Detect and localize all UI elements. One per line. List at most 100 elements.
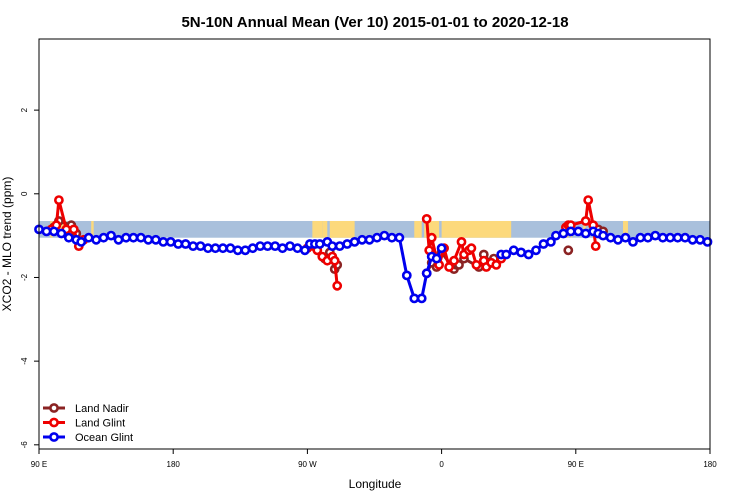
land-band-segment — [414, 220, 422, 238]
data-point — [143, 234, 154, 245]
data-point — [106, 230, 116, 241]
data-point — [563, 245, 574, 256]
data-point — [165, 236, 176, 247]
x-tick-label: 180 — [703, 460, 717, 469]
data-point — [54, 195, 64, 205]
y-tick-label: 2 — [20, 107, 29, 112]
data-point — [620, 232, 631, 243]
x-axis-label: Longitude — [349, 477, 402, 491]
data-point — [546, 236, 556, 247]
data-point — [613, 234, 623, 245]
land-band-segment — [322, 220, 328, 238]
data-point — [113, 234, 124, 245]
data-point — [56, 228, 67, 239]
ocean-band — [39, 220, 710, 238]
data-point — [491, 259, 502, 270]
data-point — [232, 245, 243, 256]
data-point — [650, 230, 661, 241]
land-band-segment — [91, 220, 94, 238]
legend-marker — [49, 403, 59, 413]
data-point — [83, 232, 94, 243]
data-point — [635, 232, 646, 243]
data-point — [386, 232, 397, 243]
data-point — [580, 216, 591, 226]
y-tick-label: -2 — [20, 273, 29, 281]
data-point — [583, 195, 594, 205]
data-point — [580, 228, 591, 239]
data-point — [665, 232, 676, 243]
land-band-segment — [312, 220, 323, 238]
legend-label: Ocean Glint — [75, 432, 133, 444]
legend-item: Land Nadir — [43, 403, 129, 415]
data-point — [598, 230, 608, 241]
legend: Land Nadir Land Glint Ocean Glint — [43, 403, 133, 444]
data-point — [431, 253, 442, 264]
data-point — [128, 232, 139, 243]
x-tick-label: 0 — [439, 460, 444, 469]
series-ocean-glint — [34, 224, 713, 304]
data-point — [456, 236, 467, 247]
data-point — [421, 268, 432, 279]
data-point — [426, 232, 437, 243]
land-band-segment — [329, 220, 355, 238]
data-point — [531, 245, 541, 256]
data-point — [394, 232, 405, 243]
chart-title: 5N-10N Annual Mean (Ver 10) 2015-01-01 t… — [181, 14, 568, 31]
data-point — [687, 234, 698, 245]
data-point — [364, 234, 375, 245]
data-point — [262, 241, 273, 251]
data-point — [551, 230, 561, 241]
x-axis: 90 E 180 90 W 0 90 E 180 — [31, 449, 717, 469]
data-point — [334, 241, 345, 251]
legend-label: Land Glint — [75, 418, 125, 430]
data-point — [421, 213, 432, 224]
data-point — [76, 236, 87, 247]
data-point — [49, 226, 59, 237]
plot-area-group — [34, 195, 713, 304]
data-point — [416, 293, 427, 304]
data-point — [471, 259, 482, 270]
y-axis: -6 -4 -2 0 2 — [20, 107, 39, 448]
legend-item: Ocean Glint — [43, 432, 133, 444]
legend-label: Land Nadir — [75, 403, 129, 415]
legend-marker — [49, 432, 59, 442]
land-band-segment — [623, 220, 628, 238]
data-point — [195, 241, 206, 251]
y-axis-label: XCO2 - MLO trend (ppm) — [0, 177, 14, 312]
data-point — [523, 249, 534, 260]
land-band-segment — [441, 220, 512, 238]
data-point — [449, 255, 459, 266]
legend-marker — [49, 417, 59, 428]
y-tick-label: -6 — [20, 441, 29, 449]
data-point — [329, 255, 340, 266]
data-point — [501, 249, 512, 260]
data-point — [277, 243, 288, 254]
data-point — [565, 226, 576, 237]
data-point — [628, 236, 638, 247]
x-tick-label: 180 — [167, 460, 181, 469]
data-point — [285, 241, 295, 251]
y-tick-label: -4 — [20, 357, 29, 365]
data-point — [247, 243, 258, 254]
plot-frame — [38, 38, 711, 450]
data-point — [180, 239, 191, 249]
series-layer — [34, 195, 713, 304]
data-point — [379, 230, 390, 241]
data-point — [590, 241, 601, 251]
x-tick-label: 90 E — [31, 460, 47, 469]
data-point — [217, 243, 228, 254]
data-point — [516, 247, 526, 258]
data-point — [63, 232, 74, 243]
data-point — [466, 243, 477, 254]
data-point — [68, 224, 79, 235]
data-point — [314, 239, 325, 249]
data-point — [349, 236, 360, 247]
data-point — [98, 232, 109, 243]
data-point — [401, 270, 412, 281]
data-point — [299, 245, 310, 256]
y-tick-label: 0 — [20, 191, 29, 196]
data-point — [332, 280, 343, 291]
data-point — [150, 234, 161, 245]
data-point — [702, 236, 713, 247]
